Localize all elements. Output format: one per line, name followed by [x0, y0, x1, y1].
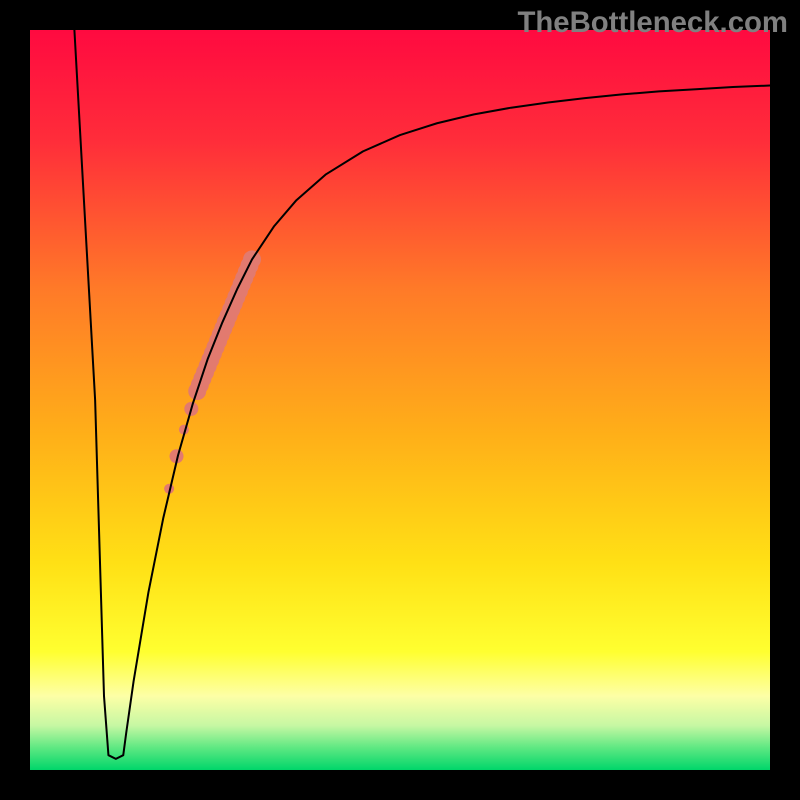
watermark-label: TheBottleneck.com	[517, 6, 788, 40]
chart-svg	[0, 0, 800, 800]
plot-background	[30, 30, 770, 770]
chart-container: TheBottleneck.com	[0, 0, 800, 800]
